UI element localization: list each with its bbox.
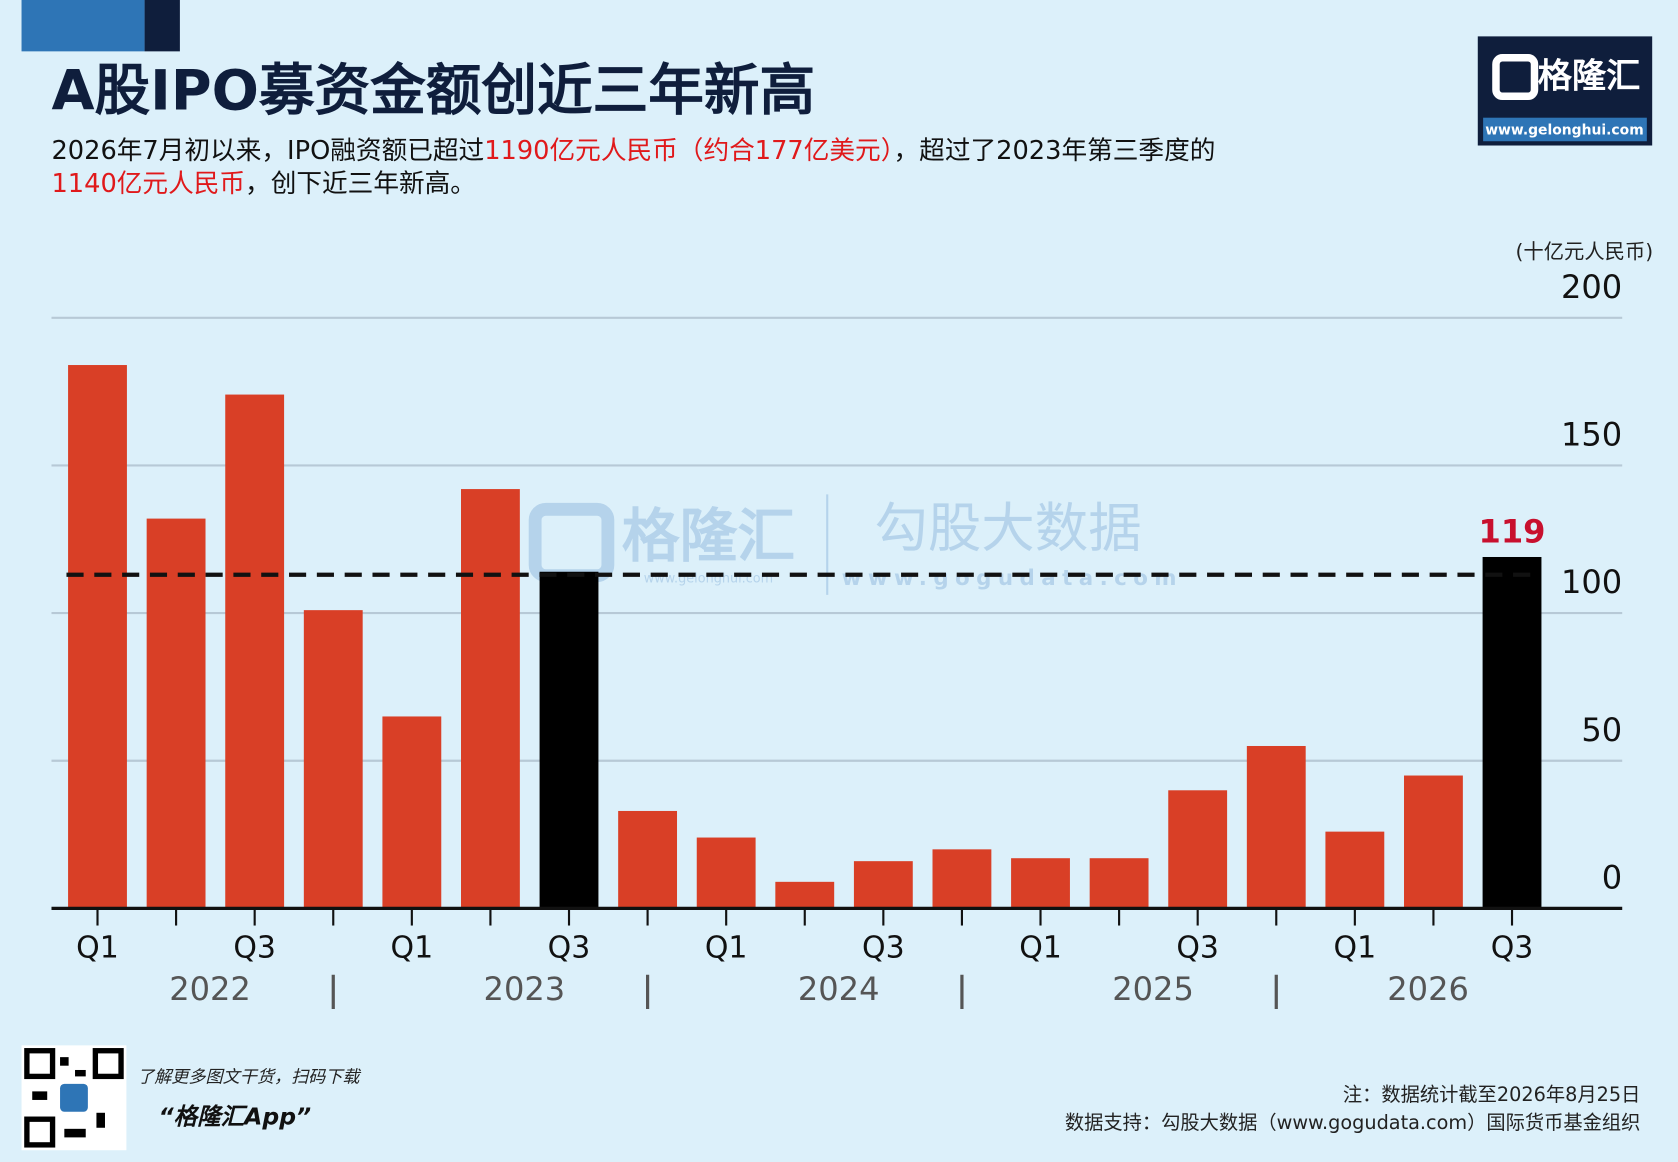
qr-finder [92,1048,124,1080]
bar [775,881,835,909]
logo-name: 格隆汇 [1538,57,1641,97]
subtitle-line: 2026年7月初以来，IPO融资额已超过1190亿元人民币（约合177亿美元），… [51,135,1215,165]
subtitle-line: 1140亿元人民币，创下近三年新高。 [51,169,475,199]
y-tick-label: 50 [1581,711,1622,749]
qr-logo [60,1083,88,1112]
x-tick-label: Q3 [1176,931,1219,966]
bar [146,518,206,909]
chart-title: A股IPO募资金额创近三年新高 [51,58,815,123]
bar [68,365,127,909]
x-tick-label: Q3 [548,931,591,966]
y-tick-label: 100 [1561,563,1622,601]
x-tick-label: Q3 [1491,931,1534,966]
header-bar-dark [144,0,180,52]
watermark: 格隆汇 www.gelonghui.com 勾股大数据 www.gogudata… [528,494,1183,595]
bar [303,610,363,909]
year-label: 2022 [169,970,251,1008]
qr-code [21,1045,127,1151]
watermark-url: www.gogudata.com [842,566,1183,591]
watermark-brand: 勾股大数据 [874,496,1141,559]
watermark-brand: 格隆汇 [622,502,795,570]
bar [382,716,442,909]
bar [853,861,913,909]
x-tick-label: Q1 [1019,931,1062,966]
qr-dot [96,1112,105,1128]
qr-dot [32,1091,48,1100]
subtitle-segment: 1190亿元人民币（约合177亿美元） [484,135,893,165]
value-label: 119 [1479,512,1546,550]
subtitle-segment: 1140亿元人民币 [51,169,245,199]
year-label: 2025 [1112,970,1194,1008]
logo-strip [1483,117,1647,142]
x-tick-label: Q3 [233,931,276,966]
header-bar [21,0,145,52]
source: 数据支持：勾股大数据（www.gogudata.com）国际货币基金组织 [1065,1111,1641,1134]
x-tick-label: Q1 [391,931,434,966]
bar [460,489,520,909]
subtitle-segment: 2026年7月初以来，IPO融资额已超过 [51,135,484,165]
subtitle: 2026年7月初以来，IPO融资额已超过1190亿元人民币（约合177亿美元），… [51,135,1215,198]
qr-finder [24,1048,56,1080]
bar [1325,831,1385,909]
x-tick-label: Q3 [862,931,905,966]
footer-promo: 了解更多图文干货，扫码下载 [137,1067,361,1087]
footer-app: “格隆汇App” [158,1103,311,1131]
bar [932,849,992,909]
note: 注：数据统计截至2026年8月25日 [1343,1083,1640,1106]
qr-dot [75,1069,86,1077]
qr-finder [24,1116,56,1148]
qr-dot [64,1128,86,1138]
bar [696,837,756,909]
y-tick-label: 0 [1602,859,1622,897]
qr-dot [60,1057,69,1066]
y-tick-label: 150 [1561,416,1622,454]
bar [539,571,599,909]
bar [618,810,678,909]
x-tick-label: Q1 [76,931,119,966]
bar [1089,858,1149,909]
bar [225,394,285,909]
year-label: 2026 [1387,970,1469,1008]
logo-icon [1492,54,1539,101]
bar [1246,745,1306,909]
subtitle-segment: ，超过了2023年第三季度的 [894,135,1216,165]
bar [1482,556,1542,909]
year-label: 2024 [798,970,880,1008]
bar [1011,858,1070,909]
x-tick-label: Q1 [1334,931,1377,966]
bar [1168,790,1228,909]
logo-url: www.gelonghui.com [1485,123,1643,139]
x-tick-label: Q1 [705,931,748,966]
bar [1404,775,1463,909]
year-label: 2023 [484,970,566,1008]
subtitle-segment: ，创下近三年新高。 [245,169,476,199]
y-axis-label: (十亿元人民币) [1516,240,1654,264]
y-tick-label: 200 [1561,268,1622,306]
